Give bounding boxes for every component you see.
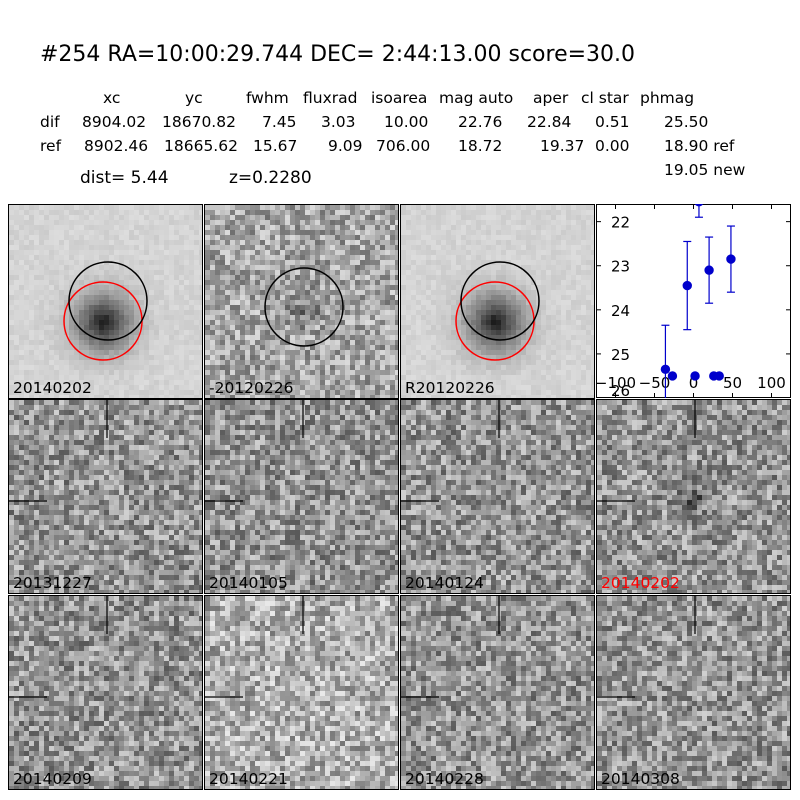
data-point xyxy=(714,371,724,381)
stamp-label: 20131227 xyxy=(13,574,92,592)
col-header-isoarea: isoarea xyxy=(371,89,428,107)
dif-xc: 8904.02 xyxy=(82,113,147,131)
data-point xyxy=(726,254,736,264)
page-title: #254 RA=10:00:29.744 DEC= 2:44:13.00 sco… xyxy=(40,42,636,67)
x-tick-label: 100 xyxy=(757,374,786,392)
ref-fwhm: 15.67 xyxy=(253,137,298,155)
x-tick-label: −100 xyxy=(596,374,636,392)
detection-position-circle xyxy=(460,261,540,341)
y-tick-label: 23 xyxy=(611,258,630,276)
stamp-label: 20140202 xyxy=(13,379,92,397)
dif-mag-auto: 22.76 xyxy=(458,113,503,131)
stamp-image xyxy=(401,596,594,789)
stamp-20140105: 20140105 xyxy=(204,399,399,594)
stamp-image xyxy=(401,400,594,593)
plot-frame xyxy=(596,204,791,398)
data-point xyxy=(690,371,700,381)
x-tick-label: −50 xyxy=(639,374,671,392)
dif-aper: 22.84 xyxy=(527,113,572,131)
data-point xyxy=(667,371,678,381)
stamp-label: 20140209 xyxy=(13,770,92,788)
col-header-mag-auto: mag auto xyxy=(439,89,514,107)
data-point xyxy=(704,265,714,275)
stamp-label: R20120226 xyxy=(405,379,495,397)
stamp-20140202-detection: 20140202 xyxy=(596,399,791,594)
col-header-phmag: phmag xyxy=(640,89,695,107)
row-label-ref: ref xyxy=(40,137,62,155)
stamp-label: 20140228 xyxy=(405,770,484,788)
stamp-image xyxy=(9,400,202,593)
stamp-label-highlighted: 20140202 xyxy=(601,574,680,592)
stamp-image xyxy=(401,205,594,398)
stamp-ref-20120226: R20120226 xyxy=(400,204,595,399)
stamp-label: -20120226 xyxy=(209,379,294,397)
ref-yc: 18665.62 xyxy=(164,137,238,155)
col-header-yc: yc xyxy=(185,89,203,107)
ref-isoarea: 706.00 xyxy=(376,137,431,155)
data-point xyxy=(660,364,671,375)
x-tick-label: 0 xyxy=(689,374,699,392)
redshift-value: z=0.2280 xyxy=(229,168,312,188)
dist-value: dist= 5.44 xyxy=(80,168,169,188)
dif-cl-star: 0.51 xyxy=(595,113,630,131)
stamp-20140209: 20140209 xyxy=(8,595,203,790)
stamp-20140124: 20140124 xyxy=(400,399,595,594)
stamp-image xyxy=(205,400,398,593)
col-header-fluxrad: fluxrad xyxy=(303,89,358,107)
col-header-xc: xc xyxy=(103,89,121,107)
stamp-20140228: 20140228 xyxy=(400,595,595,790)
col-header-aper: aper xyxy=(533,89,569,107)
stamp-label: 20140105 xyxy=(209,574,288,592)
row-label-dif: dif xyxy=(40,113,60,131)
data-point xyxy=(694,204,704,207)
ref-cl-star: 0.00 xyxy=(595,137,630,155)
y-tick-label: 22 xyxy=(611,214,630,232)
dif-fwhm: 7.45 xyxy=(262,113,297,131)
col-header-cl-star: cl star xyxy=(581,89,629,107)
stamp-label: 20140124 xyxy=(405,574,484,592)
y-tick-label: 24 xyxy=(611,302,630,320)
data-point xyxy=(682,280,692,291)
dif-isoarea: 10.00 xyxy=(384,113,429,131)
stamp-image xyxy=(205,205,398,398)
stamp-image xyxy=(597,400,790,593)
stamp-image xyxy=(9,596,202,789)
stamp-image xyxy=(9,205,202,398)
stamp-20140308: 20140308 xyxy=(596,595,791,790)
new-phmag: 19.05 new xyxy=(664,161,746,179)
detection-position-circle xyxy=(68,261,148,341)
ref-aper: 19.37 xyxy=(540,137,585,155)
x-tick-label: 50 xyxy=(723,374,742,392)
ref-phmag: 18.90 ref xyxy=(664,137,735,155)
ref-xc: 8902.46 xyxy=(84,137,149,155)
dif-yc: 18670.82 xyxy=(162,113,236,131)
ref-mag-auto: 18.72 xyxy=(458,137,503,155)
stamp-label: 20140221 xyxy=(209,770,288,788)
stamp-label: 20140308 xyxy=(601,770,680,788)
stamp-image xyxy=(597,596,790,789)
stamp-20131227: 20131227 xyxy=(8,399,203,594)
stamp-new-20140202: 20140202 xyxy=(8,204,203,399)
col-header-fwhm: fwhm xyxy=(246,89,289,107)
detection-position-circle xyxy=(264,267,344,347)
ref-fluxrad: 9.09 xyxy=(328,137,363,155)
y-tick-label: 25 xyxy=(611,346,630,364)
stamp-20140221: 20140221 xyxy=(204,595,399,790)
stamp-image xyxy=(205,596,398,789)
stamp-diff-20120226: -20120226 xyxy=(204,204,399,399)
dif-fluxrad: 3.03 xyxy=(321,113,356,131)
dif-phmag: 25.50 xyxy=(664,113,709,131)
